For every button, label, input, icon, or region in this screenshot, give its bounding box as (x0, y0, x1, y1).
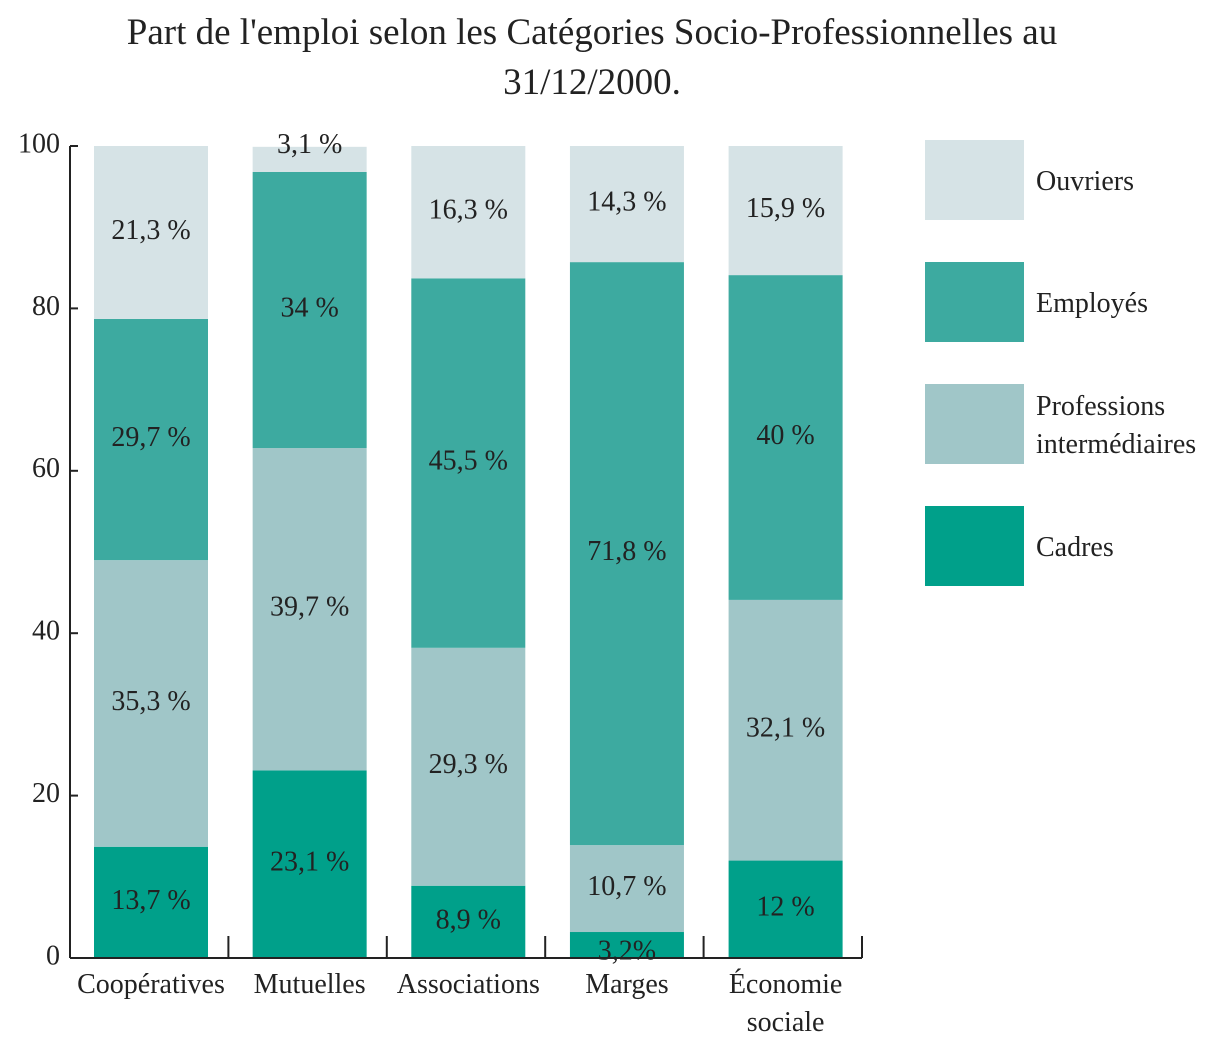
bar-segment (94, 560, 208, 847)
value-label: 45,5 % (429, 446, 508, 477)
legend-label: Ouvriers (1036, 166, 1134, 197)
bar-segment (411, 278, 526, 648)
bar-segment (569, 845, 684, 933)
bar-segment (569, 262, 684, 846)
value-label: 14,3 % (587, 186, 666, 217)
value-label: 23,1 % (270, 847, 349, 878)
bar-segment (94, 846, 208, 958)
value-label: 15,9 % (746, 193, 825, 224)
value-label: 71,8 % (587, 536, 666, 567)
bar-segment (252, 171, 367, 449)
y-tick-label: 40 (32, 616, 60, 647)
bar-segment (569, 146, 684, 263)
x-tick-label: Coopératives (77, 969, 225, 1000)
value-label: 34 % (280, 292, 338, 323)
bar-segment (411, 146, 526, 279)
y-tick-label: 60 (32, 453, 60, 484)
value-label: 40 % (756, 420, 814, 451)
bar-segment (411, 647, 526, 886)
bar-segment (728, 599, 843, 861)
legend-label: Cadres (1036, 532, 1114, 563)
bar-segment (411, 885, 526, 958)
y-tick-label: 0 (46, 940, 60, 971)
value-label: 21,3 % (111, 215, 190, 246)
legend-swatch (925, 262, 1024, 342)
value-label: 12 % (756, 892, 814, 923)
bar-segment (728, 146, 843, 276)
legend-label: Employés (1036, 288, 1148, 319)
value-label: 13,7 % (111, 885, 190, 916)
value-label: 35,3 % (111, 686, 190, 717)
value-label: 29,7 % (111, 422, 190, 453)
legend-swatch (925, 140, 1024, 220)
y-tick-label: 20 (32, 778, 60, 809)
value-label: 16,3 % (429, 195, 508, 226)
x-tick-label: Économie sociale (728, 969, 843, 1038)
value-label: 10,7 % (587, 871, 666, 902)
y-tick-label: 100 (18, 128, 60, 159)
legend-swatch (925, 384, 1024, 464)
bar-segment (252, 448, 367, 771)
value-label: 3,2% (598, 935, 656, 966)
value-label: 3,1 % (277, 129, 342, 160)
bar-segment (94, 146, 208, 319)
value-label: 29,3 % (429, 749, 508, 780)
bar-segment (94, 318, 208, 561)
value-label: 32,1 % (746, 713, 825, 744)
bar-segment (252, 146, 367, 172)
value-label: 8,9 % (436, 904, 501, 935)
bar-segment (252, 770, 367, 958)
bar-segment (728, 275, 843, 600)
legend-label: Professions intermédiaires (1036, 391, 1197, 460)
bar-segment (728, 860, 843, 958)
y-tick-label: 80 (32, 291, 60, 322)
chart-title: Part de l'emploi selon les Catégories So… (126, 12, 1058, 103)
value-label: 39,7 % (270, 592, 349, 623)
x-tick-label: Associations (396, 969, 540, 1000)
legend-swatch (925, 506, 1024, 586)
x-tick-label: Mutuelles (253, 969, 366, 1000)
x-tick-label: Marges (585, 969, 669, 1000)
bar-segment (569, 932, 684, 958)
